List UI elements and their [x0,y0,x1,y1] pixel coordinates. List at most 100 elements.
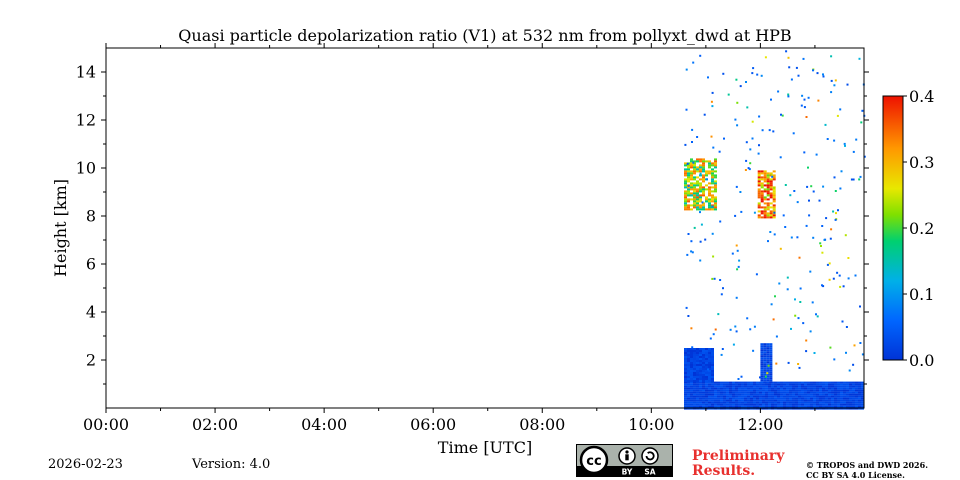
heatmap-cell [711,277,714,280]
heatmap-cell [804,395,807,398]
heatmap-cell [693,354,696,356]
heatmap-cell [740,210,743,213]
heatmap-cell [696,202,699,205]
heatmap-cell [766,361,770,364]
heatmap-cell [825,401,828,404]
heatmap-cell [708,208,711,211]
heatmap-cell [825,391,828,394]
heatmap-cell [756,381,759,384]
heatmap-cell [813,352,816,354]
heatmap-cell [822,401,825,404]
cc-license-badge[interactable]: cc BY SA [576,444,673,477]
heatmap-cell [852,391,855,394]
heatmap-cell [847,257,850,259]
heatmap-cell [801,405,804,408]
heatmap-cell [714,200,717,203]
heatmap-cell [757,194,761,197]
heatmap-cell [690,407,693,410]
heatmap-cell [861,389,864,392]
heatmap-cell [756,391,759,394]
heatmap-cell [798,407,801,410]
heatmap-cell [825,387,828,390]
heatmap-cell [770,173,773,176]
heatmap-cell [696,381,699,384]
heatmap-cell [770,303,773,306]
heatmap-cell [735,399,738,402]
heatmap-cell [760,182,764,185]
heatmap-cell [741,399,744,402]
heatmap-cell [714,328,717,331]
heatmap-cell [801,403,804,406]
heatmap-cell [798,385,801,388]
heatmap-cell [822,387,825,390]
heatmap-cell [747,381,750,384]
heatmap-cell [769,367,773,370]
heatmap-cell [702,364,705,366]
heatmap-cell [833,176,836,179]
heatmap-cell [777,393,780,396]
heatmap-cell [690,178,693,181]
heatmap-cell [714,196,717,199]
heatmap-cell [803,151,806,154]
heatmap-cell [699,368,702,370]
heatmap-cell [708,378,711,380]
heatmap-cell [708,391,711,394]
heatmap-cell [846,405,849,408]
heatmap-cell [818,199,821,202]
heatmap-cell [714,198,717,201]
heatmap-cell [810,403,813,406]
heatmap-cell [822,75,825,78]
heatmap-cell [717,401,720,404]
heatmap-cell [720,401,723,404]
heatmap-cell [769,381,773,384]
heatmap-cell [789,399,792,402]
heatmap-cell [735,383,738,386]
heatmap-cell [810,395,813,398]
heatmap-cell [699,208,702,211]
heatmap-cell [744,387,747,390]
heatmap-cell [684,162,687,165]
heatmap-cell [759,385,762,388]
heatmap-cell [819,391,822,394]
heatmap-cell [708,190,711,193]
heatmap-cell [777,383,780,386]
heatmap-cell [766,355,770,358]
heatmap-cell [816,397,819,400]
heatmap-cell [837,387,840,390]
heatmap-cell [795,399,798,402]
heatmap-cell [825,407,828,410]
heatmap-cell [839,285,842,288]
heatmap-cell [690,172,693,175]
heatmap-cell [741,389,744,392]
heatmap-cell [762,383,765,386]
heatmap-cell [735,330,738,333]
heatmap-cell [693,164,696,167]
heatmap-cell [786,381,789,384]
heatmap-cell [687,164,690,167]
heatmap-cell [723,407,726,410]
heatmap-cell [690,240,693,243]
heatmap-cell [684,208,687,211]
heatmap-cell [813,403,816,406]
heatmap-cell [816,391,819,394]
heatmap-cell [757,180,761,183]
heatmap-cell [705,200,708,203]
heatmap-cell [696,180,699,183]
heatmap-cell [684,372,687,374]
heatmap-cell [763,190,767,193]
heatmap-cell [787,95,790,98]
heatmap-cell [693,397,696,400]
heatmap-cell [837,393,840,396]
heatmap-cell [708,202,711,205]
heatmap-cell [705,362,708,364]
heatmap-cell [843,407,846,410]
heatmap-cell [714,188,717,191]
heatmap-cell [690,362,693,364]
heatmap-cell [789,395,792,398]
heatmap-cell [707,76,709,79]
heatmap-cell [769,231,772,233]
heatmap-cell [816,387,819,390]
heatmap-cell [726,407,729,410]
x-axis-label: Time [UTC] [438,438,532,457]
